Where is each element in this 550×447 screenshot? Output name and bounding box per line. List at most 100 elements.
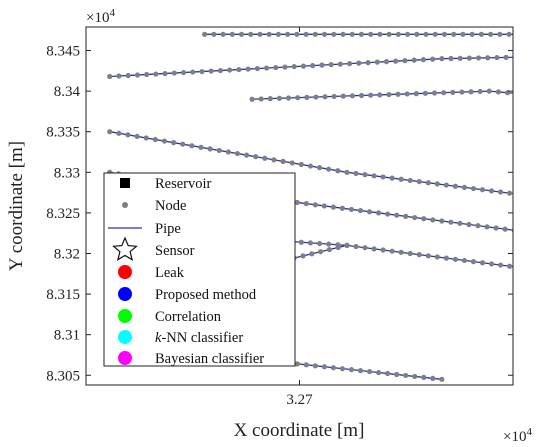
node — [479, 260, 486, 266]
node — [541, 93, 546, 98]
node — [339, 205, 346, 211]
y-tick-label: 8.335 — [46, 125, 80, 141]
y-tick-label: 8.345 — [46, 44, 80, 60]
node — [495, 89, 502, 95]
node — [439, 56, 445, 62]
node — [516, 192, 521, 197]
node — [340, 93, 346, 99]
node — [377, 92, 383, 98]
node — [107, 73, 113, 80]
node — [366, 368, 373, 375]
node — [395, 31, 401, 37]
node — [321, 31, 328, 37]
node — [368, 92, 374, 98]
node — [189, 143, 195, 149]
legend-label: Bayesian classifier — [155, 351, 264, 367]
node — [275, 31, 282, 37]
node — [316, 165, 323, 171]
node — [312, 31, 318, 37]
node — [434, 254, 440, 260]
node — [503, 54, 509, 60]
x-axis-title: X coordinate [m] — [234, 420, 365, 441]
node — [534, 267, 539, 272]
node — [404, 31, 411, 37]
node — [357, 368, 364, 374]
node — [271, 157, 277, 163]
y-tick-label: 8.33 — [54, 165, 80, 181]
node — [487, 31, 494, 37]
node — [335, 168, 341, 174]
node — [493, 225, 499, 231]
node — [116, 130, 122, 136]
node — [312, 363, 318, 369]
node — [236, 66, 242, 73]
node — [245, 66, 251, 72]
node — [304, 94, 310, 100]
node — [383, 59, 390, 65]
node — [543, 270, 548, 275]
node — [371, 246, 377, 252]
node — [319, 62, 325, 68]
node — [180, 141, 186, 147]
x-tick-label: 3.27 — [286, 392, 313, 408]
node — [134, 72, 140, 78]
node — [460, 31, 466, 37]
node — [394, 371, 400, 378]
node — [534, 194, 539, 199]
legend-item: Reservoir — [120, 176, 212, 192]
node — [362, 245, 368, 251]
node — [289, 160, 295, 166]
node — [208, 68, 214, 74]
node — [349, 31, 355, 37]
node — [412, 214, 418, 221]
legend-label: Proposed method — [155, 287, 257, 303]
legend-item: Pipe — [108, 221, 181, 237]
node — [249, 96, 255, 102]
node-icon — [122, 202, 128, 208]
legend-label: Reservoir — [155, 176, 212, 192]
node — [211, 31, 217, 37]
legend-label: Leak — [155, 265, 185, 281]
node — [407, 250, 413, 257]
node — [190, 69, 196, 75]
node — [398, 249, 404, 255]
node — [514, 91, 519, 96]
node — [321, 203, 327, 209]
node — [143, 135, 149, 141]
legend-label: k-NN classifier — [155, 330, 243, 346]
node — [420, 57, 426, 63]
node — [234, 150, 241, 157]
node — [202, 31, 208, 37]
legend-circle-icon — [118, 287, 132, 301]
node — [225, 149, 231, 155]
node — [253, 154, 259, 160]
node — [294, 361, 300, 367]
node — [539, 231, 544, 236]
node — [470, 185, 477, 192]
node — [403, 372, 409, 379]
node — [534, 32, 539, 37]
node — [356, 60, 362, 66]
node — [303, 362, 309, 368]
node — [439, 376, 445, 382]
node — [300, 63, 307, 69]
node — [452, 256, 458, 262]
node — [238, 31, 245, 37]
node — [494, 54, 500, 61]
node — [348, 367, 355, 373]
node — [303, 201, 309, 207]
legend-label: Pipe — [155, 221, 181, 237]
node — [258, 96, 264, 102]
legend-label: Sensor — [155, 243, 195, 259]
node — [532, 92, 537, 97]
y-tick-label: 8.32 — [54, 246, 80, 262]
node — [134, 133, 140, 140]
node — [525, 32, 530, 37]
node — [497, 262, 504, 268]
node — [404, 91, 410, 97]
node — [506, 31, 512, 37]
node — [198, 144, 204, 150]
node — [479, 187, 486, 193]
node — [243, 152, 250, 158]
node — [385, 370, 391, 377]
